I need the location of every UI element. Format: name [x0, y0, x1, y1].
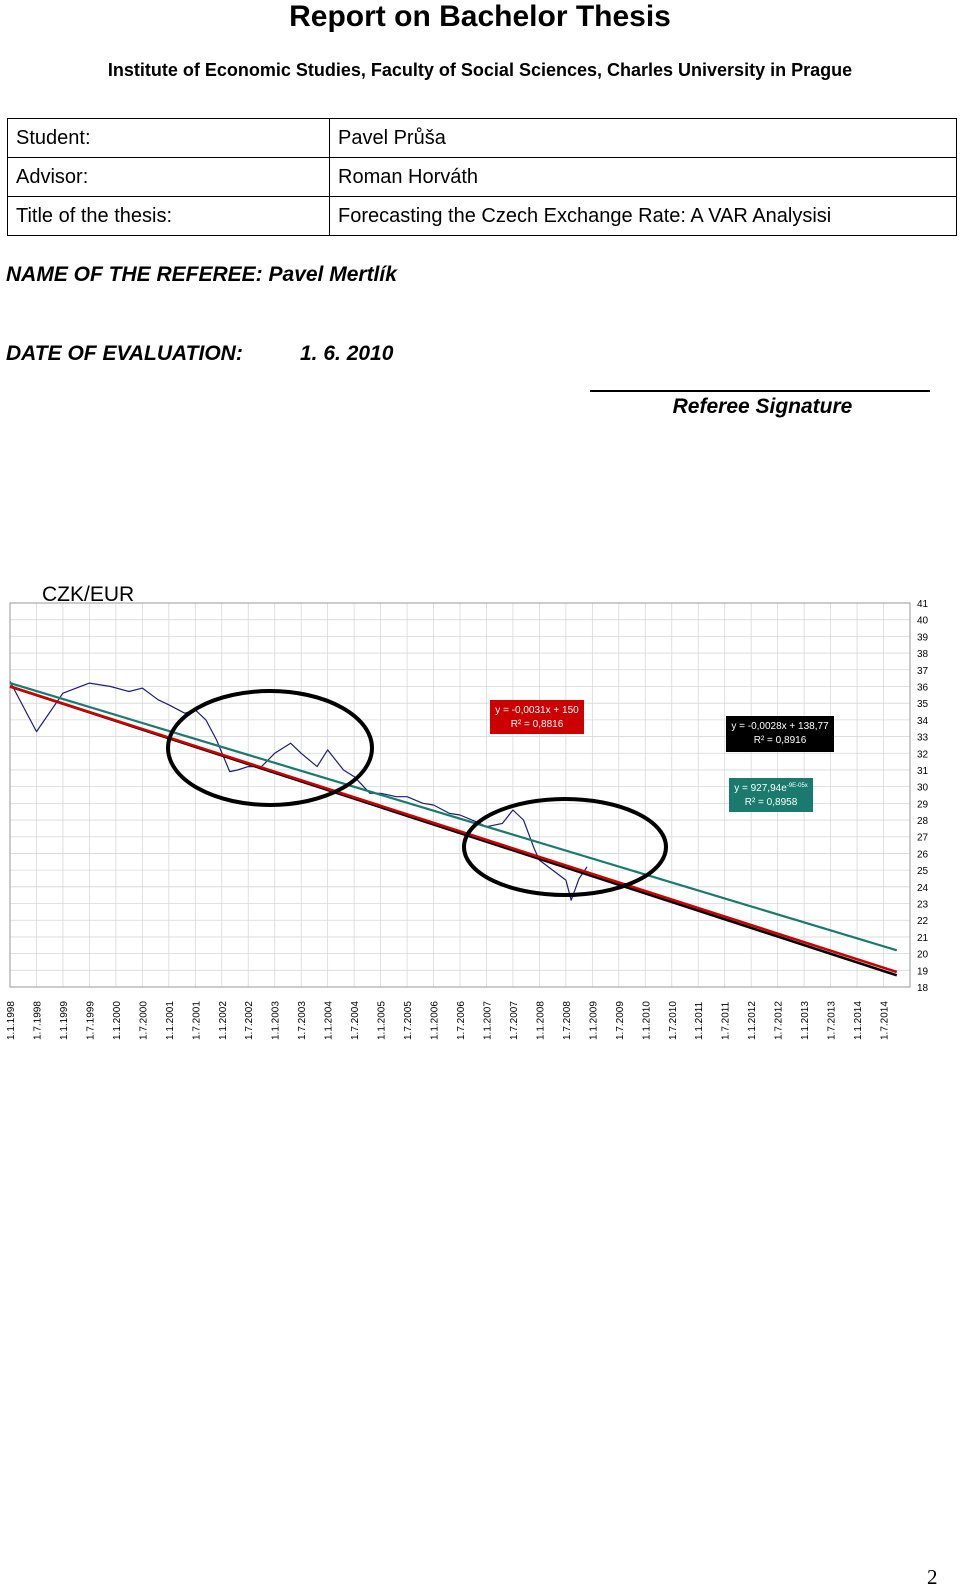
highlight-ellipse: [166, 689, 374, 807]
x-tick-label: 1.1.2009: [588, 1001, 599, 1040]
x-tick-label: 1.7.2010: [668, 1001, 679, 1040]
x-tick-label: 1.1.2006: [430, 1001, 441, 1040]
x-tick-label: 1.1.2008: [535, 1001, 546, 1040]
y-tick-label: 19: [917, 966, 929, 977]
student-value: Pavel Průša: [329, 118, 957, 158]
x-tick-label: 1.1.2007: [482, 1001, 493, 1040]
x-tick-label: 1.7.2013: [827, 1001, 838, 1040]
y-tick-label: 18: [917, 983, 929, 994]
referee-name: NAME OF THE REFEREE: Pavel Mertlík: [6, 263, 397, 286]
signature-label: Referee Signature: [672, 395, 853, 418]
x-tick-label: 1.7.2009: [615, 1001, 626, 1040]
highlight-ellipse: [462, 797, 668, 897]
y-tick-label: 39: [917, 632, 929, 643]
y-tick-label: 36: [917, 682, 929, 693]
x-tick-label: 1.1.2002: [218, 1001, 229, 1040]
x-tick-label: 1.7.2011: [721, 1001, 732, 1040]
date-label: DATE OF EVALUATION:: [6, 342, 243, 365]
y-tick-label: 38: [917, 649, 929, 660]
trend-line: [9, 682, 898, 952]
trendline-equation-box: [726, 716, 834, 752]
info-table: Student: Pavel Průša Advisor: Roman Horv…: [7, 118, 957, 236]
y-tick-label: 33: [917, 733, 929, 744]
y-tick-label: 20: [917, 950, 929, 961]
x-tick-label: 1.1.2013: [800, 1001, 811, 1040]
x-tick-label: 1.7.2008: [562, 1001, 573, 1040]
y-tick-label: 40: [917, 616, 929, 627]
x-tick-label: 1.1.1998: [6, 1001, 17, 1040]
info-row-student: Student: Pavel Průša: [7, 118, 957, 158]
trendline-equation-box: [729, 778, 813, 812]
y-tick-label: 27: [917, 833, 929, 844]
thesis-title-value: Forecasting the Czech Exchange Rate: A V…: [329, 196, 957, 236]
y-tick-label: 34: [917, 716, 929, 727]
y-tick-label: 23: [917, 900, 929, 911]
chart-title: CZK/EUR: [42, 583, 135, 606]
x-tick-label: 1.7.2000: [138, 1001, 149, 1040]
x-tick-label: 1.1.1999: [59, 1001, 70, 1040]
date-value: 1. 6. 2010: [300, 342, 394, 365]
x-tick-label: 1.1.2003: [271, 1001, 282, 1040]
x-tick-label: 1.1.2005: [377, 1001, 388, 1040]
x-tick-label: 1.1.2014: [853, 1001, 864, 1040]
plot-area-border: [9, 602, 911, 988]
x-tick-label: 1.1.2000: [112, 1001, 123, 1040]
x-tick-label: 1.1.2010: [641, 1001, 652, 1040]
y-tick-label: 25: [917, 866, 929, 877]
y-tick-label: 26: [917, 849, 929, 860]
student-label: Student:: [7, 118, 330, 158]
x-tick-label: 1.7.2003: [297, 1001, 308, 1040]
equation-exponent: -9E-05x: [787, 783, 808, 789]
y-tick-label: 28: [917, 816, 929, 827]
advisor-label: Advisor:: [7, 157, 330, 197]
report-title: Report on Bachelor Thesis: [289, 0, 671, 33]
x-tick-label: 1.1.2001: [165, 1001, 176, 1040]
trendline-equation: y = -0,0031x + 150: [495, 705, 579, 716]
y-tick-label: 22: [917, 916, 929, 927]
y-tick-label: 29: [917, 799, 929, 810]
signature-line: [590, 390, 930, 392]
x-tick-label: 1.7.1999: [85, 1001, 96, 1040]
y-tick-label: 37: [917, 666, 929, 677]
info-row-advisor: Advisor: Roman Horváth: [7, 157, 957, 197]
thesis-title-label: Title of the thesis:: [7, 196, 330, 236]
trendline-equation-box: [490, 700, 584, 734]
x-tick-label: 1.7.2004: [350, 1001, 361, 1040]
y-tick-label: 35: [917, 699, 929, 710]
y-tick-label: 24: [917, 883, 929, 894]
x-tick-label: 1.7.2014: [880, 1001, 891, 1040]
institute-subtitle: Institute of Economic Studies, Faculty o…: [107, 60, 853, 80]
y-tick-label: 31: [917, 766, 929, 777]
r-squared-value: R² = 0,8958: [745, 797, 798, 808]
trendline-equation: y = -0,0028x + 138,77: [731, 721, 829, 732]
advisor-value: Roman Horváth: [329, 157, 957, 197]
trend-line: [9, 685, 898, 974]
r-squared-value: R² = 0,8916: [754, 735, 807, 746]
r-squared-value: R² = 0,8816: [511, 719, 564, 730]
y-tick-label: 21: [917, 933, 929, 944]
info-row-thesis: Title of the thesis: Forecasting the Cze…: [7, 196, 957, 236]
y-tick-label: 41: [917, 600, 929, 610]
x-tick-label: 1.1.2004: [324, 1001, 335, 1040]
y-tick-label: 30: [917, 783, 929, 794]
exchange-rate-line: [9, 681, 588, 901]
x-tick-label: 1.7.2005: [403, 1001, 414, 1040]
x-tick-label: 1.7.2007: [509, 1001, 520, 1040]
y-tick-label: 32: [917, 749, 929, 760]
x-tick-label: 1.7.2001: [191, 1001, 202, 1040]
x-tick-label: 1.7.2002: [244, 1001, 255, 1040]
x-tick-label: 1.1.2011: [694, 1001, 705, 1040]
x-tick-label: 1.7.2006: [456, 1001, 467, 1040]
czk-eur-chart: 41 40 39 38 37 36 35 34 33 32 31 30 29 28 27 26 25 24 23 22…: [6, 600, 929, 1040]
x-tick-label: 1.1.2012: [747, 1001, 758, 1040]
page-number: 2: [927, 1565, 938, 1589]
trendline-equation: y = 927,94e-9E-05x: [734, 783, 808, 794]
x-tick-label: 1.7.2012: [774, 1001, 785, 1040]
x-tick-label: 1.7.1998: [32, 1001, 43, 1040]
